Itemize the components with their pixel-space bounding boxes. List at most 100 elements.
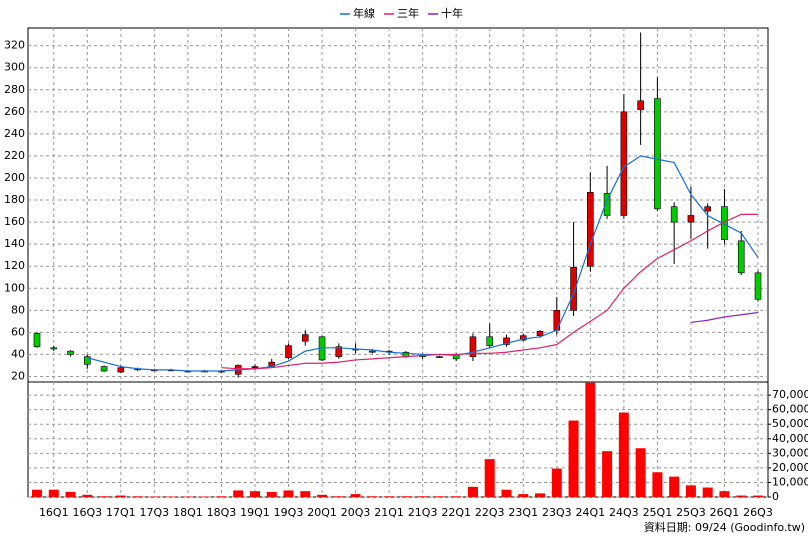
volume-bar xyxy=(216,496,227,497)
y-tick-label: 120 xyxy=(4,259,25,272)
x-tick-label: 18Q1 xyxy=(173,506,203,519)
x-tick-label: 18Q3 xyxy=(207,506,237,519)
candle-body xyxy=(603,193,611,216)
volume-bar xyxy=(467,486,478,497)
candle-body xyxy=(369,350,376,353)
volume-bar xyxy=(32,489,42,497)
candle-body xyxy=(335,346,343,357)
candle-body xyxy=(503,337,510,345)
y2-tick-label: 20,000 xyxy=(772,461,808,474)
ma-line xyxy=(690,311,759,324)
x-tick-label: 21Q1 xyxy=(374,506,404,519)
plot-frame xyxy=(27,27,769,498)
x-tick-label: 26Q3 xyxy=(743,506,773,519)
x-tick-label: 20Q1 xyxy=(307,506,337,519)
volume-bar xyxy=(618,412,629,497)
candle-body xyxy=(33,333,41,348)
volume-bar xyxy=(652,472,663,497)
y2-tick-label: 50,000 xyxy=(772,417,808,430)
volume-bar xyxy=(283,490,294,497)
y2-tick-label: 60,000 xyxy=(772,403,808,416)
volume-bar xyxy=(350,494,361,497)
legend-label: 年線 xyxy=(353,6,375,20)
y-tick-label: 40 xyxy=(11,347,25,360)
volume-bar xyxy=(602,451,613,497)
source-note: 資料日期: 09/24 (Goodinfo.tw) xyxy=(644,520,805,534)
volume-bar xyxy=(585,382,596,497)
volume-bar xyxy=(82,494,93,497)
candle-body xyxy=(67,350,74,355)
y-tick-label: 20 xyxy=(11,369,25,382)
legend-label: 十年 xyxy=(441,6,463,20)
candle-body xyxy=(100,366,108,372)
candle-body xyxy=(670,206,678,223)
x-tick-label: 16Q3 xyxy=(72,506,102,519)
x-tick-label: 22Q3 xyxy=(475,506,505,519)
candle-body xyxy=(737,240,745,274)
y-tick-label: 300 xyxy=(4,61,25,74)
candle-body xyxy=(519,335,527,341)
volume-bar xyxy=(451,496,462,497)
x-tick-label: 26Q1 xyxy=(710,506,740,519)
x-tick-label: 17Q1 xyxy=(106,506,136,519)
y-tick-label: 180 xyxy=(4,193,25,206)
candle-body xyxy=(553,310,561,331)
candle-body xyxy=(285,345,292,359)
legend-label: 三年 xyxy=(397,6,419,20)
candle-body xyxy=(84,356,91,365)
y-tick-label: 160 xyxy=(4,215,25,228)
y-tick-label: 100 xyxy=(4,281,25,294)
volume-bar xyxy=(400,496,411,497)
x-tick-label: 23Q1 xyxy=(508,506,538,519)
y-tick-label: 80 xyxy=(11,303,25,316)
volume-bar xyxy=(535,493,546,497)
y2-tick-label: 0 xyxy=(772,490,779,503)
candle-body xyxy=(50,347,58,350)
x-tick-label: 19Q3 xyxy=(274,506,304,519)
volume-bar xyxy=(48,489,59,497)
y2-tick-label: 70,000 xyxy=(772,388,808,401)
candle-body xyxy=(301,334,309,342)
volume-bar xyxy=(518,494,529,497)
x-tick-label: 22Q1 xyxy=(441,506,471,519)
y-tick-label: 260 xyxy=(4,105,25,118)
y-tick-label: 280 xyxy=(4,83,25,96)
x-tick-label: 24Q3 xyxy=(609,506,639,519)
volume-bar xyxy=(300,491,311,497)
volume-bar xyxy=(249,491,260,497)
candle-body xyxy=(587,192,594,267)
volume-bar xyxy=(685,485,696,497)
volume-bar xyxy=(266,491,277,497)
x-tick-label: 21Q3 xyxy=(408,506,438,519)
x-tick-label: 19Q1 xyxy=(240,506,270,519)
x-tick-label: 20Q3 xyxy=(341,506,371,519)
volume-bar xyxy=(501,489,512,497)
y-tick-label: 220 xyxy=(4,149,25,162)
volume-bar xyxy=(551,468,562,497)
y2-tick-label: 40,000 xyxy=(772,432,808,445)
candle-body xyxy=(486,336,494,346)
volume-bar xyxy=(484,459,495,497)
y-tick-label: 200 xyxy=(4,171,25,184)
y-tick-label: 320 xyxy=(4,39,25,52)
volume-bar xyxy=(115,495,126,497)
volume-bar xyxy=(367,496,378,497)
volume-bar xyxy=(417,496,428,497)
ma-line xyxy=(221,213,758,370)
x-tick-label: 24Q1 xyxy=(575,506,605,519)
candle-body xyxy=(754,272,762,300)
x-tick-label: 23Q3 xyxy=(542,506,572,519)
volume-bar xyxy=(736,495,747,497)
volume-bar xyxy=(317,494,328,497)
volume-bar xyxy=(65,491,76,497)
volume-bar xyxy=(434,496,445,497)
volume-bar xyxy=(702,487,713,497)
candle-body xyxy=(704,206,711,212)
volume-bar xyxy=(99,496,110,497)
candle-body xyxy=(536,330,544,336)
candle-body xyxy=(117,367,125,373)
candle-body xyxy=(654,98,661,210)
y2-tick-label: 30,000 xyxy=(772,446,808,459)
